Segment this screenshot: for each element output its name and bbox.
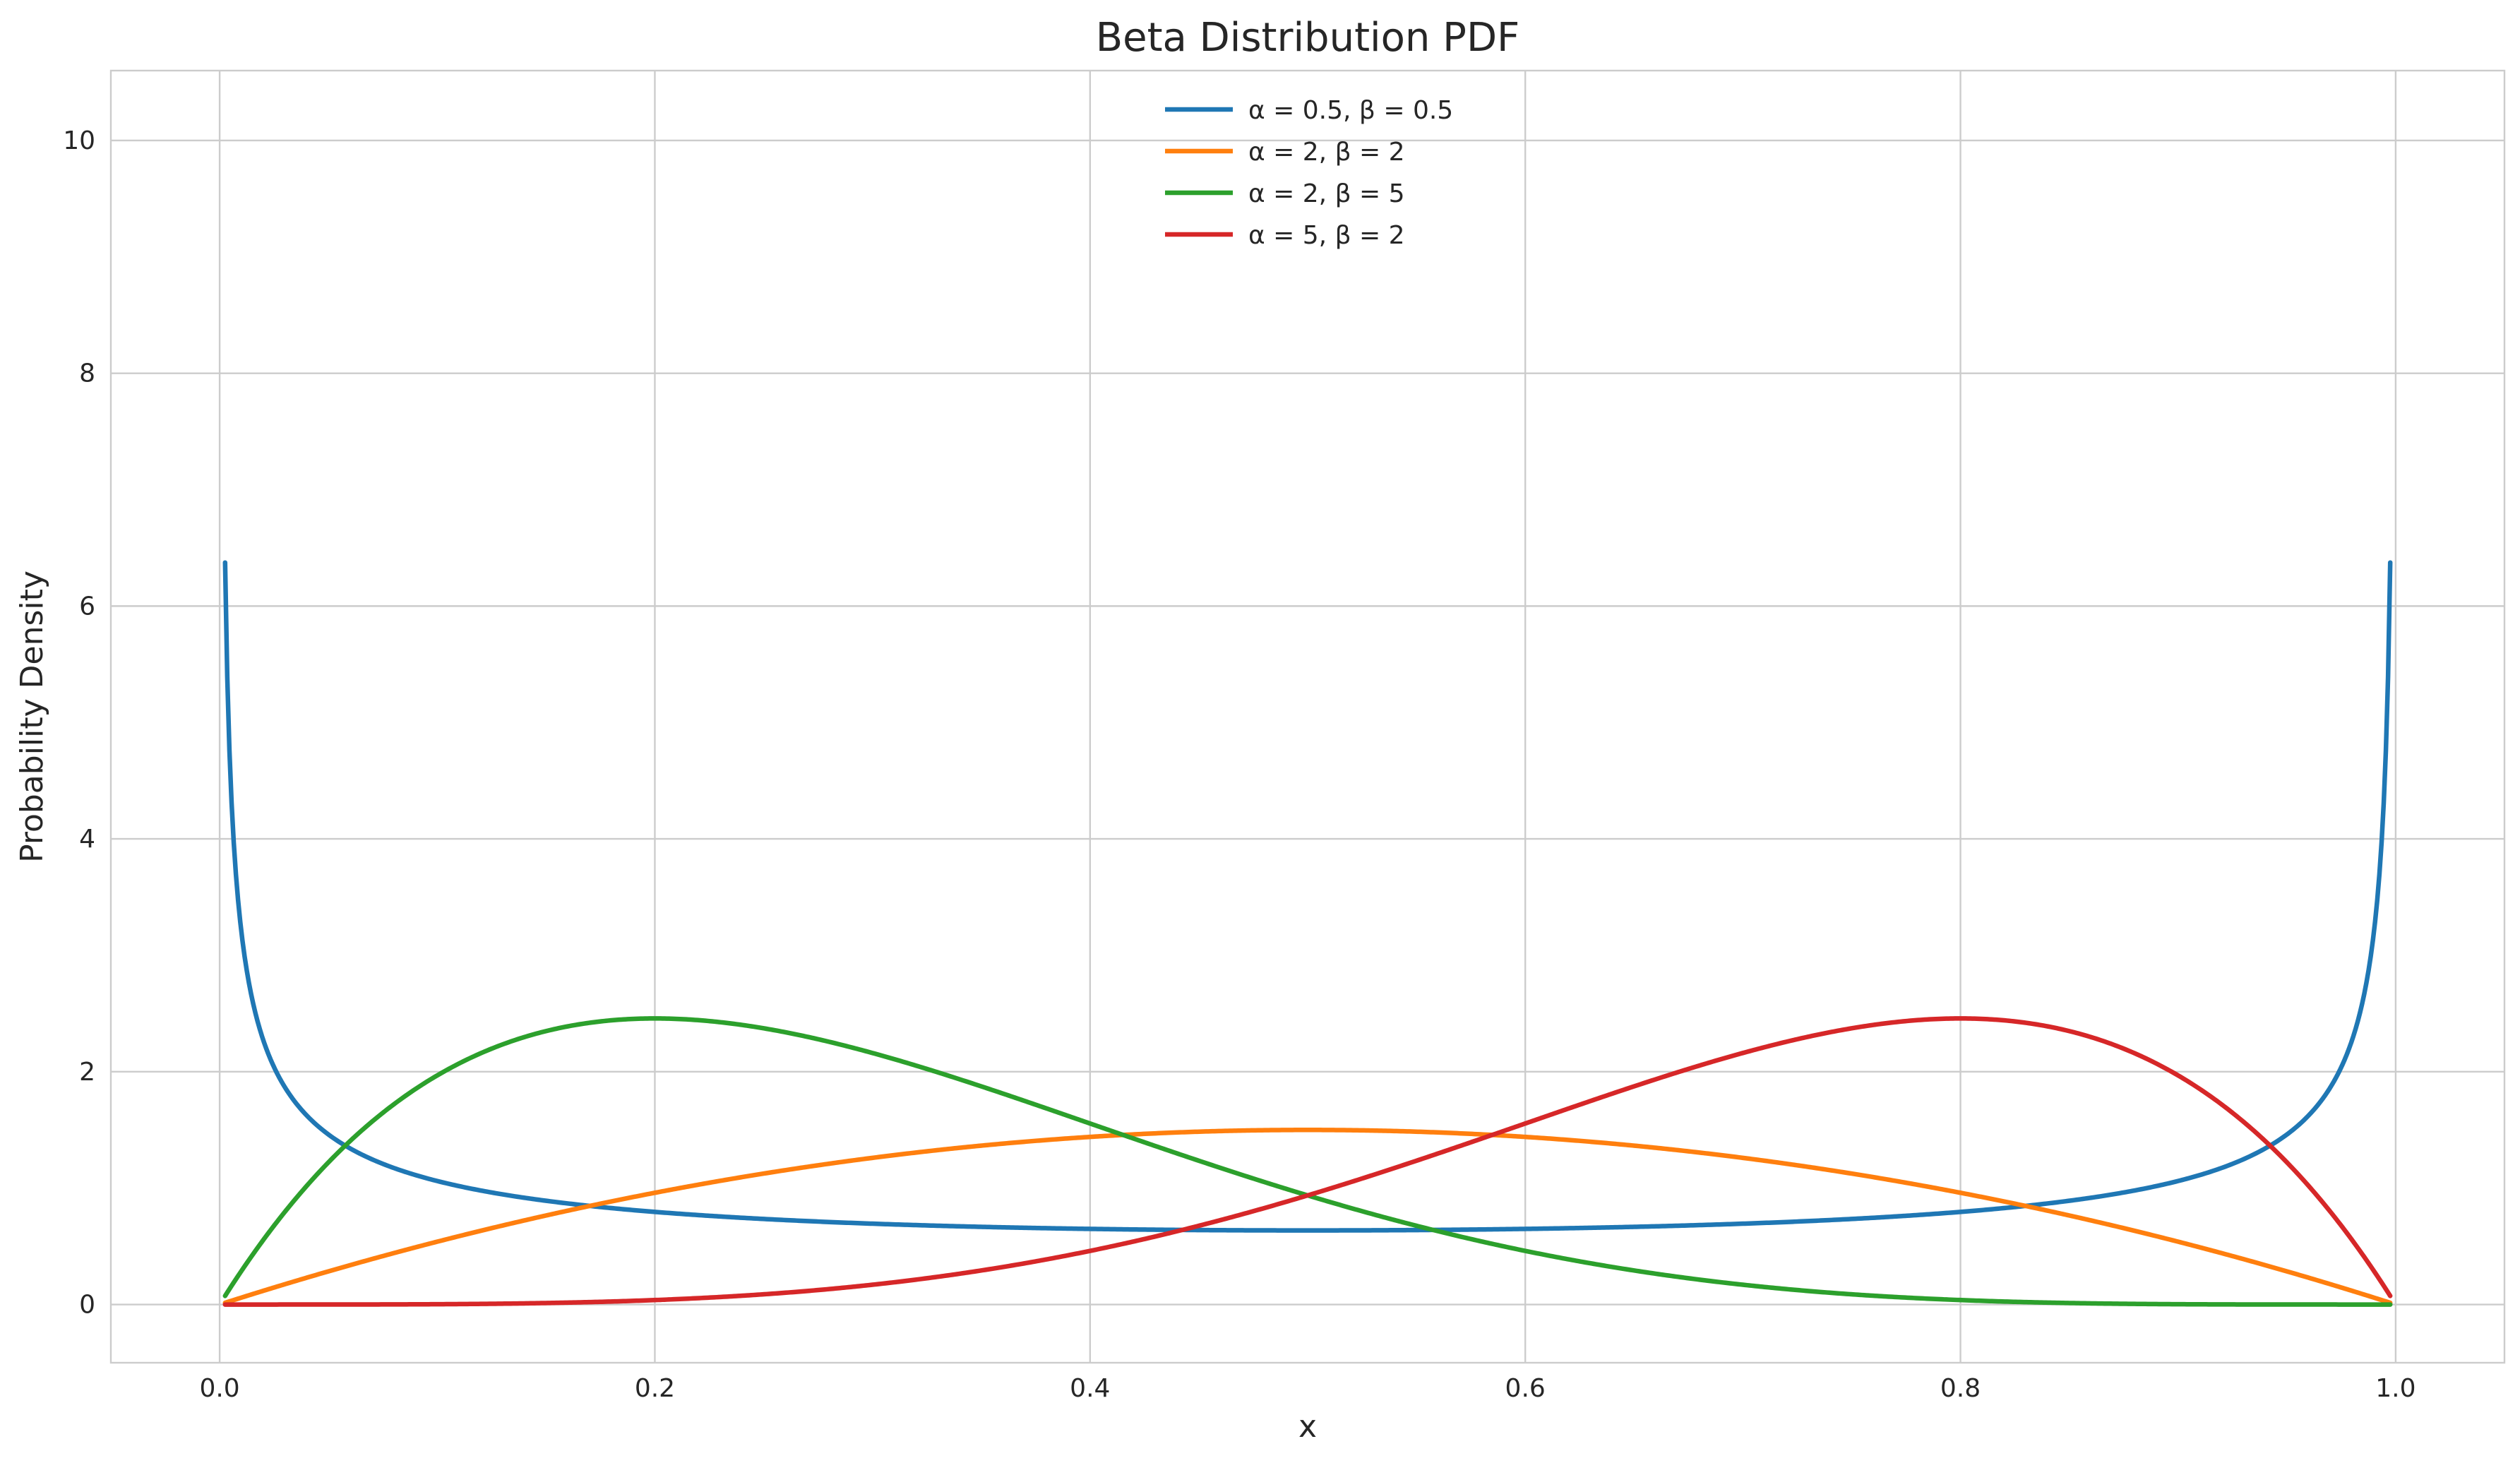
x-tick-label: 0.8 — [1940, 1374, 1981, 1403]
x-tick-label: 1.0 — [2375, 1374, 2416, 1403]
x-tick-label: 0.2 — [635, 1374, 675, 1403]
chart-title: Beta Distribution PDF — [1096, 15, 1520, 61]
y-tick-label: 0 — [79, 1291, 95, 1320]
series-line — [222, 1016, 2393, 1307]
legend-label: α = 2, β = 5 — [1248, 179, 1405, 208]
legend-label: α = 0.5, β = 0.5 — [1248, 96, 1453, 125]
series-line — [222, 1128, 2393, 1306]
grid — [111, 71, 2504, 1363]
series-line — [222, 1016, 2393, 1307]
y-tick-labels: 0 2 4 6 8 10 — [63, 126, 95, 1320]
series-lines — [222, 560, 2393, 1307]
legend-label: α = 5, β = 2 — [1248, 221, 1405, 250]
x-axis-label: x — [1298, 1409, 1317, 1445]
y-tick-label: 2 — [79, 1058, 95, 1087]
x-tick-label: 0.4 — [1070, 1374, 1110, 1403]
y-tick-label: 8 — [79, 359, 95, 388]
legend: α = 0.5, β = 0.5 α = 2, β = 2 α = 2, β = 5… — [1165, 96, 1453, 250]
y-tick-label: 6 — [79, 592, 95, 621]
x-tick-labels: 0.0 0.2 0.4 0.6 0.8 1.0 — [199, 1374, 2416, 1403]
x-tick-label: 0.6 — [1505, 1374, 1546, 1403]
plot-frame — [109, 69, 2506, 1364]
y-tick-label: 4 — [79, 825, 95, 854]
legend-label: α = 2, β = 2 — [1248, 138, 1405, 167]
x-tick-label: 0.0 — [199, 1374, 239, 1403]
y-tick-label: 10 — [63, 126, 95, 155]
y-axis-label: Probability Density — [14, 571, 50, 863]
